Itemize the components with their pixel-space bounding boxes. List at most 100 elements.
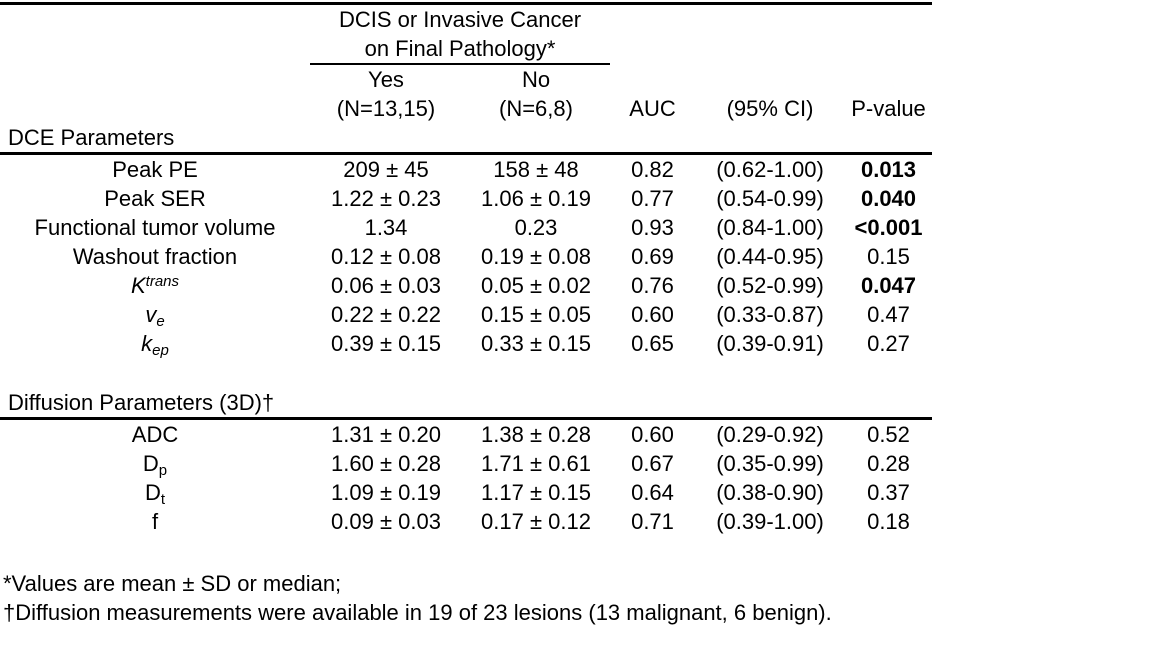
row-label-base: D: [142, 451, 159, 476]
empty-cell: [610, 64, 695, 94]
cell-ci: (0.62-1.00): [716, 157, 824, 182]
empty-cell: [695, 64, 845, 94]
cell-auc: 0.76: [631, 273, 674, 298]
table-row: Peak PE 209 ± 45 158 ± 48 0.82 (0.62-1.0…: [0, 154, 932, 185]
table-row: f 0.09 ± 0.03 0.17 ± 0.12 0.71 (0.39-1.0…: [0, 507, 932, 536]
cell-no-value: 1.38 ± 0.28: [481, 422, 591, 447]
row-label: Ktrans: [0, 271, 310, 300]
cell-auc: 0.64: [631, 480, 674, 505]
cell-no-value: 0.33 ± 0.15: [481, 331, 591, 356]
cell-yes-value: 1.60 ± 0.28: [331, 451, 441, 476]
cell-no-value: 0.15 ± 0.05: [481, 302, 591, 327]
row-label: Functional tumor volume: [34, 215, 276, 240]
cell-pvalue: 0.15: [867, 244, 910, 269]
row-label: Dt: [0, 478, 310, 507]
span-header-line1: DCIS or Invasive Cancer: [338, 7, 582, 32]
cell-yes-value: 1.34: [364, 215, 408, 240]
yes-no-header-row: Yes No: [0, 64, 932, 94]
table-row: ve 0.22 ± 0.22 0.15 ± 0.05 0.60 (0.33-0.…: [0, 300, 932, 329]
cell-ci: (0.52-0.99): [716, 273, 824, 298]
row-label: ADC: [131, 422, 179, 447]
cell-pvalue: 0.27: [867, 331, 910, 356]
cell-pvalue: 0.18: [867, 509, 910, 534]
cell-ci: (0.39-0.91): [716, 331, 824, 356]
col-header-no: No: [521, 67, 551, 92]
cell-pvalue: 0.047: [860, 273, 917, 298]
cell-no-value: 158 ± 48: [493, 157, 579, 182]
cell-ci: (0.39-1.00): [716, 509, 824, 534]
row-label: Peak SER: [104, 186, 206, 211]
cell-no-value: 1.71 ± 0.61: [481, 451, 591, 476]
table-row: Dp 1.60 ± 0.28 1.71 ± 0.61 0.67 (0.35-0.…: [0, 449, 932, 478]
row-label-base: D: [144, 480, 161, 505]
footnote-values: *Values are mean ± SD or median;: [3, 571, 342, 596]
cell-pvalue: <0.001: [854, 215, 923, 240]
row-label-sub: e: [156, 313, 165, 330]
cell-no-value: 0.19 ± 0.08: [481, 244, 591, 269]
cell-ci: (0.54-0.99): [716, 186, 824, 211]
row-label-base: v: [145, 302, 157, 327]
empty-cell: [0, 94, 310, 123]
cell-auc: 0.69: [631, 244, 674, 269]
empty-cell: [845, 64, 932, 94]
footnotes: *Values are mean ± SD or median; †Diffus…: [0, 569, 1152, 627]
row-label: kep: [0, 329, 310, 358]
cell-yes-value: 209 ± 45: [343, 157, 429, 182]
cell-ci: (0.33-0.87): [716, 302, 824, 327]
row-label: ve: [0, 300, 310, 329]
cell-auc: 0.93: [631, 215, 674, 240]
cell-yes-value: 0.09 ± 0.03: [331, 509, 441, 534]
row-label-sub: p: [158, 462, 168, 479]
empty-cell: [0, 64, 310, 94]
cell-no-value: 0.05 ± 0.02: [481, 273, 591, 298]
cell-pvalue: 0.040: [860, 186, 917, 211]
cell-pvalue: 0.37: [867, 480, 910, 505]
col-header-pvalue: P-value: [851, 96, 926, 121]
cell-auc: 0.60: [631, 422, 674, 447]
row-label-base: k: [141, 331, 153, 356]
cell-yes-value: 0.06 ± 0.03: [331, 273, 441, 298]
section-title: DCE Parameters: [0, 123, 932, 155]
section-spacer: [0, 358, 932, 388]
cell-auc: 0.77: [631, 186, 674, 211]
span-header-row: DCIS or Invasive Cancer on Final Patholo…: [0, 3, 932, 65]
row-label-sub: ep: [152, 342, 169, 359]
cell-auc: 0.67: [631, 451, 674, 476]
table-row: Washout fraction 0.12 ± 0.08 0.19 ± 0.08…: [0, 242, 932, 271]
cell-pvalue: 0.47: [867, 302, 910, 327]
table-row: Ktrans 0.06 ± 0.03 0.05 ± 0.02 0.76 (0.5…: [0, 271, 932, 300]
cell-ci: (0.35-0.99): [716, 451, 824, 476]
empty-cell: [0, 358, 932, 388]
section-header-diffusion: Diffusion Parameters (3D)†: [0, 388, 932, 420]
cell-auc: 0.65: [631, 331, 674, 356]
row-label-base: K: [130, 273, 146, 298]
table-row: Dt 1.09 ± 0.19 1.17 ± 0.15 0.64 (0.38-0.…: [0, 478, 932, 507]
section-title: Diffusion Parameters (3D)†: [0, 388, 932, 420]
cell-auc: 0.82: [631, 157, 674, 182]
cell-yes-value: 0.12 ± 0.08: [331, 244, 441, 269]
span-header-cell: DCIS or Invasive Cancer on Final Patholo…: [310, 3, 610, 65]
col-header-yes-n: (N=13,15): [336, 96, 436, 121]
cell-yes-value: 0.39 ± 0.15: [331, 331, 441, 356]
row-label-sub: t: [160, 491, 166, 508]
cell-auc: 0.71: [631, 509, 674, 534]
cell-pvalue: 0.52: [867, 422, 910, 447]
cell-ci: (0.29-0.92): [716, 422, 824, 447]
col-header-auc: AUC: [629, 96, 676, 121]
cell-no-value: 1.06 ± 0.19: [481, 186, 591, 211]
results-table: DCIS or Invasive Cancer on Final Patholo…: [0, 2, 932, 536]
col-header-yes: Yes: [368, 67, 404, 92]
row-label: Peak PE: [112, 157, 198, 182]
cell-auc: 0.60: [631, 302, 674, 327]
cell-yes-value: 0.22 ± 0.22: [331, 302, 441, 327]
table-row: ADC 1.31 ± 0.20 1.38 ± 0.28 0.60 (0.29-0…: [0, 419, 932, 450]
col-header-ci: (95% CI): [726, 96, 814, 121]
cell-yes-value: 1.22 ± 0.23: [331, 186, 441, 211]
cell-yes-value: 1.31 ± 0.20: [331, 422, 441, 447]
span-header-line2: on Final Pathology*: [364, 36, 556, 61]
row-label: Washout fraction: [72, 244, 238, 269]
cell-ci: (0.44-0.95): [716, 244, 824, 269]
cell-no-value: 0.23: [514, 215, 558, 240]
section-header-dce: DCE Parameters: [0, 123, 932, 155]
